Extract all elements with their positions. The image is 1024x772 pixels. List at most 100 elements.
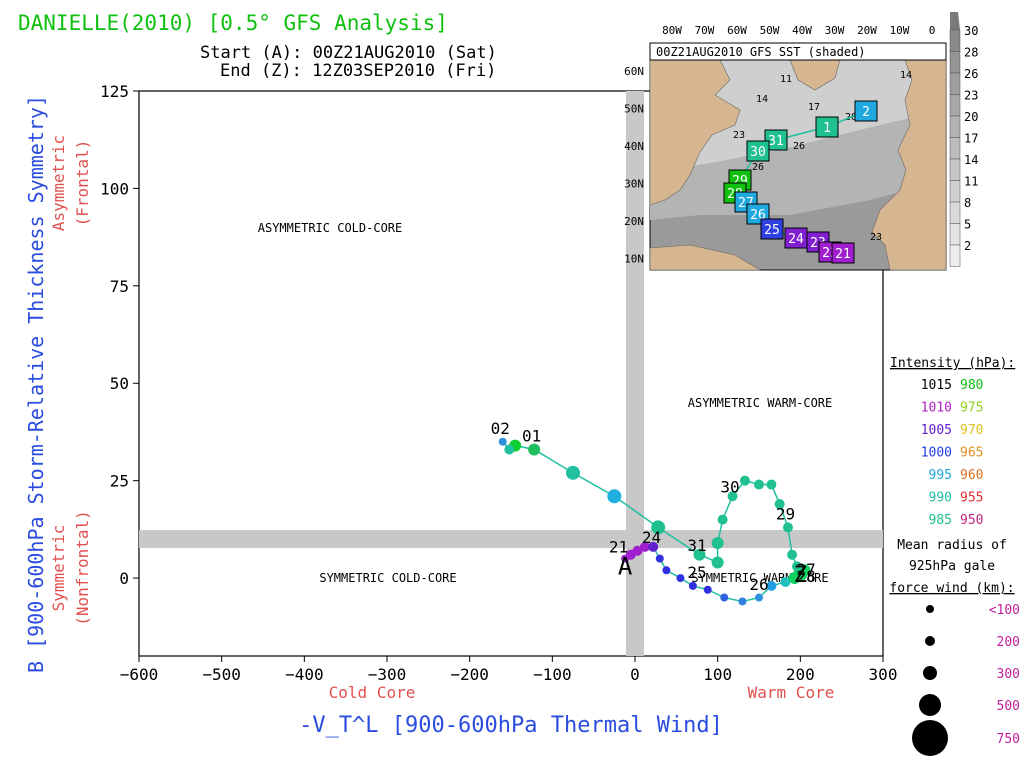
colorbar-swatch (949, 244, 961, 267)
intensity-legend-title: Intensity (hPa): (890, 356, 1015, 371)
radius-legend-dot (912, 720, 948, 756)
track-point (528, 443, 541, 456)
track-point (766, 580, 777, 591)
quadrant-label-sym-cold: SYMMETRIC COLD-CORE (319, 571, 456, 585)
track-day-label: 30 (720, 477, 739, 496)
colorbar-label: 30 (964, 24, 978, 38)
inset-lat-label: 30N (624, 178, 644, 191)
colorbar-label: 17 (964, 132, 978, 146)
radius-legend-title-3: force wind (km): (889, 581, 1014, 596)
end-marker: Z (794, 563, 807, 588)
figure-title: DANIELLE(2010) [0.5° GFS Analysis] (18, 11, 448, 35)
track-point (787, 549, 798, 560)
radius-legend-dot (923, 666, 937, 680)
inset-land-northamerica (649, 59, 741, 206)
radius-legend-value: <100 (989, 603, 1020, 618)
track-day-label: 25 (687, 563, 706, 582)
colorbar-label: 20 (964, 110, 978, 124)
x-sub-label-cold: Cold Core (329, 683, 416, 702)
inset-lat-label: 20N (624, 215, 644, 228)
inset-lon-labels: 80W 70W 60W 50W 40W 30W 20W 10W 0 (662, 24, 935, 37)
track-point (780, 576, 791, 587)
track-day-label: 26 (749, 575, 768, 594)
track-day-label: 02 (491, 419, 510, 438)
track-point (639, 541, 650, 552)
track-point (717, 514, 728, 525)
x-tick-label: −100 (533, 665, 572, 684)
colorbar-label: 28 (964, 46, 978, 60)
track-point (632, 545, 643, 556)
track-point (655, 554, 664, 563)
radius-legend-value: 300 (997, 667, 1020, 682)
intensity-value: 1010 (921, 401, 952, 416)
inset-lat-label: 40N (624, 140, 644, 153)
colorbar-swatch (949, 51, 961, 74)
track-point (703, 585, 712, 594)
intensity-value: 950 (960, 513, 983, 528)
inset-track-box-label: 25 (764, 223, 780, 238)
x-tick-label: 300 (869, 665, 898, 684)
inset-cold-water (650, 60, 946, 170)
radius-legend-title-2: 925hPa gale (909, 559, 995, 574)
track-point (688, 581, 697, 590)
track-point (662, 566, 671, 575)
intensity-value: 960 (960, 468, 983, 483)
x-tick-label: −300 (368, 665, 407, 684)
inset-land-southamerica (649, 244, 762, 271)
intensity-value: 990 (929, 491, 952, 506)
track-point (566, 465, 580, 480)
track-point (504, 444, 515, 455)
inset-lat-label: 60N (624, 65, 644, 78)
y-tick-label: 25 (110, 472, 129, 491)
inset-lon-label: 20W (857, 24, 877, 37)
inset-track-box-label: 31 (768, 134, 784, 149)
x-tick-label: −600 (120, 665, 159, 684)
intensity-value: 980 (960, 378, 983, 393)
inset-track-box (831, 242, 855, 264)
intensity-value: 1015 (921, 378, 952, 393)
track-day-label: 01 (522, 427, 541, 446)
track-points (498, 437, 811, 606)
inset-contour-label: 26 (752, 162, 764, 173)
inset-lat-labels: 60N 50N 40N 30N 20N 10N (624, 65, 644, 266)
x-ticks: −600 −500 −400 −300 −200 −100 0 100 200 300 (120, 656, 898, 684)
track-day-label: 21 (609, 538, 628, 557)
inset-contour-label: 14 (900, 70, 912, 81)
radius-legend-value: 200 (997, 635, 1020, 650)
y-sub-label-bottom-2: (Nonfrontal) (73, 510, 92, 626)
x-tick-label: −200 (450, 665, 489, 684)
colorbar-swatch (949, 94, 961, 117)
y-sub-label-top-2: (Frontal) (73, 140, 92, 227)
intensity-value: 985 (929, 513, 952, 528)
track-point (651, 520, 666, 535)
inset-track: 213130292827262524232221 (723, 100, 878, 264)
colorbar-label: 23 (964, 89, 978, 103)
track-day-label: 29 (776, 505, 795, 524)
radius-legend-value: 500 (997, 699, 1020, 714)
radius-legend-dot (925, 636, 935, 646)
colorbar-swatch (949, 158, 961, 181)
inset-contour-label: 14 (756, 94, 768, 105)
track-point (792, 561, 803, 572)
inset-lat-label: 50N (624, 103, 644, 116)
colorbar-label: 8 (964, 196, 971, 210)
inset-track-box-label: 2 (862, 105, 870, 120)
x-tick-label: 0 (630, 665, 640, 684)
start-time: Start (A): 00Z21AUG2010 (Sat) (200, 43, 497, 63)
track-point (693, 548, 706, 561)
inset-sst-map: 11 14 17 20 23 26 14 23 26 80W 70W 60W 50W 4… (624, 12, 978, 271)
x-tick-label: 100 (703, 665, 732, 684)
track-point (648, 541, 659, 552)
colorbar-label: 11 (964, 175, 978, 189)
radius-legend-dot (926, 605, 934, 613)
intensity-value: 975 (960, 401, 983, 416)
inset-contour-label: 17 (808, 102, 820, 113)
y-tick-label: 0 (119, 569, 129, 588)
y-tick-label: 100 (100, 179, 129, 198)
x-tick-label: −400 (285, 665, 324, 684)
colorbar-swatch (949, 180, 961, 203)
track-point (774, 499, 785, 510)
inset-title: 00Z21AUG2010 GFS SST (shaded) (656, 45, 866, 59)
intensity-value: 965 (960, 446, 983, 461)
inset-lon-label: 50W (760, 24, 780, 37)
